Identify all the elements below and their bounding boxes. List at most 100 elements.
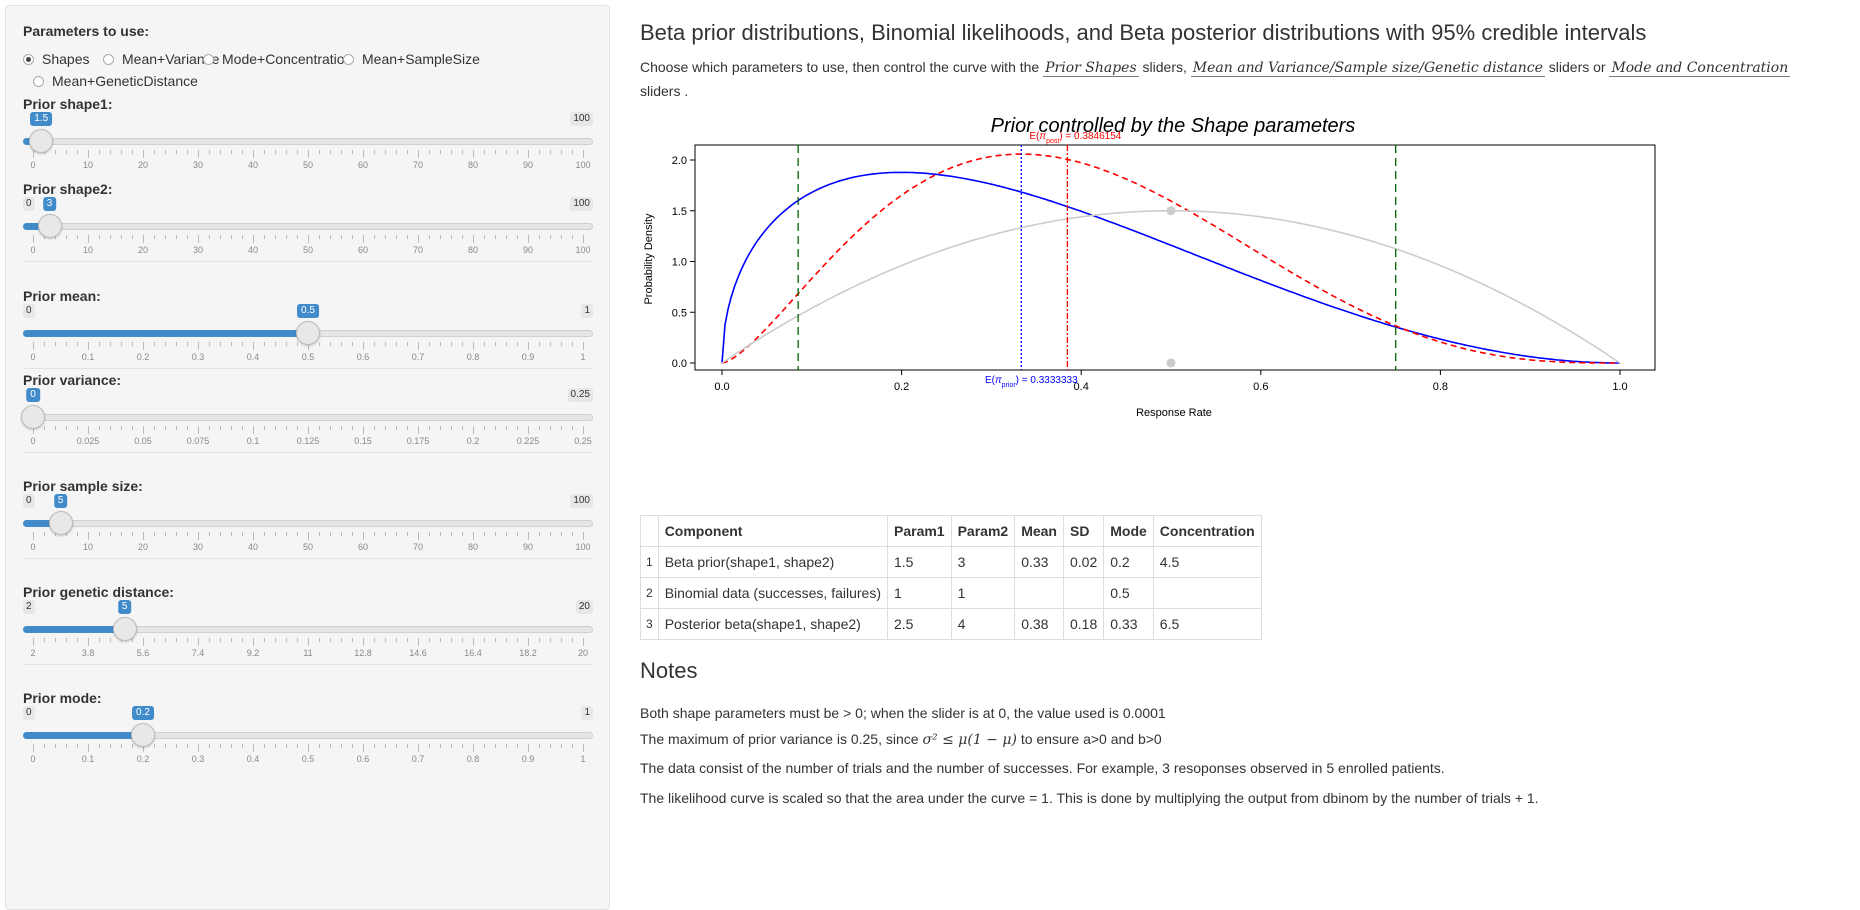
range-slider[interactable]: 0 1 0.5 0 0.1 0.2 0.3 0.4 0.5 0.6 0.7 0.8 0.9 1 [23, 304, 593, 384]
slider-track[interactable] [23, 138, 593, 145]
slider-tick [286, 426, 287, 430]
table-cell: Beta prior(shape1, shape2) [657, 546, 889, 578]
slider-tick [33, 342, 34, 350]
slider-min-label: 0 [23, 494, 35, 508]
range-slider[interactable]: 0 1 0.2 0 0.1 0.2 0.3 0.4 0.5 0.6 0.7 0.8 0.9 1 [23, 706, 593, 786]
slider-tick [572, 638, 573, 642]
table-header-cell: Param1 [887, 515, 952, 547]
radio-button-icon[interactable] [23, 53, 34, 65]
slider-tick-label: 20 [577, 648, 589, 658]
slider-tick [550, 426, 551, 430]
slider-tick [572, 744, 573, 748]
prior-shapes-link[interactable]: Prior Shapes [1043, 60, 1139, 77]
slider-tick [473, 638, 474, 646]
slider-tick [429, 744, 430, 748]
range-slider[interactable]: 100 1.5 0 10 20 30 40 50 60 70 80 90 100 [23, 112, 593, 192]
slider-handle[interactable] [21, 405, 45, 429]
slider-handle[interactable] [112, 617, 137, 641]
slider-tick [110, 150, 111, 154]
slider-tick [176, 426, 177, 430]
table-header-cell: Param2 [950, 515, 1016, 547]
slider-tick [187, 150, 188, 154]
mode-concentration-link[interactable]: Mode and Concentration [1609, 60, 1791, 77]
radio-option[interactable]: Mode+Concentration [203, 51, 352, 67]
slider-tick [495, 150, 496, 154]
slider-tick-label: 60 [357, 160, 369, 170]
table-header-cell: Mean [1014, 515, 1064, 547]
summary-table: Component Param1 Param2 Mean SD Mode Concentra… [640, 515, 1262, 640]
slider-tick [352, 150, 353, 154]
slider-tick [583, 235, 584, 243]
table-header-cell: Component [657, 515, 889, 547]
slider-handle[interactable] [131, 723, 155, 747]
slider-handle[interactable] [48, 511, 73, 535]
slider-tick-label: 16.4 [464, 648, 482, 658]
slider-tick [429, 150, 430, 154]
radio-button-icon[interactable] [33, 75, 44, 87]
likelihood-point [1166, 358, 1176, 368]
radio-button-icon[interactable] [203, 53, 214, 65]
slider-tick-label: 0.9 [521, 754, 535, 764]
radio-button-icon[interactable] [343, 53, 354, 65]
slider-tick [396, 235, 397, 239]
slider-tick [418, 235, 419, 243]
annotation-subscript: post [1046, 138, 1059, 145]
slider-tick [407, 426, 408, 430]
slider-tick [143, 235, 144, 243]
slider-tick [77, 426, 78, 430]
slider-tick [539, 235, 540, 239]
slider-tick-label: 0.3 [191, 352, 205, 362]
slider-tick [319, 342, 320, 346]
slider-tick [363, 235, 364, 243]
slider-ticks [23, 235, 593, 243]
slider-tick [55, 426, 56, 430]
slider-tick-label: 60 [357, 245, 369, 255]
range-slider[interactable]: 2 20 5 2 3.8 5.6 7.4 9.2 11 12.8 14.6 16.4 18.2 20 [23, 600, 593, 680]
slider-label: Prior variance: [23, 372, 122, 388]
slider-ticks [23, 426, 593, 434]
slider-tick [462, 744, 463, 748]
slider-tick [121, 150, 122, 154]
slider-tick [88, 235, 89, 243]
mean-variance-link[interactable]: Mean and Variance/Sample size/Genetic di… [1190, 60, 1545, 77]
radio-option[interactable]: Shapes [23, 51, 89, 67]
slider-tick [176, 744, 177, 748]
slider-handle[interactable] [29, 129, 54, 153]
slider-handle[interactable] [296, 321, 320, 345]
slider-tick [110, 532, 111, 536]
slider-tick [187, 532, 188, 536]
slider-tick-label: 30 [192, 245, 204, 255]
slider-track[interactable] [23, 520, 593, 527]
slider-tick-label: 70 [412, 160, 424, 170]
range-slider[interactable]: 0 100 3 0 10 20 30 40 50 60 70 80 90 100 [23, 197, 593, 277]
radio-option[interactable]: Mean+SampleSize [343, 51, 480, 67]
slider-tick [209, 532, 210, 536]
range-slider[interactable]: 0 100 5 0 10 20 30 40 50 60 70 80 90 100 [23, 494, 593, 574]
slider-min-label: 0 [23, 706, 35, 720]
slider-tick [275, 744, 276, 748]
radio-button-icon[interactable] [103, 53, 114, 65]
slider-tick [44, 342, 45, 346]
slider-tick-label: 0.25 [574, 436, 592, 446]
slider-tick [110, 744, 111, 748]
table-cell [1152, 577, 1262, 609]
table-row: 1 Beta prior(shape1, shape2) 1.5 3 0.33 0.02 0… [640, 546, 1262, 578]
slider-tick [330, 150, 331, 154]
slider-tick [363, 342, 364, 350]
slider-tick [253, 744, 254, 752]
slider-track[interactable] [23, 223, 593, 230]
table-row: 3 Posterior beta(shape1, shape2) 2.5 4 0.38 0… [640, 608, 1262, 640]
slider-tick [341, 532, 342, 536]
slider-tick-label: 50 [302, 245, 314, 255]
slider-track[interactable] [23, 414, 593, 421]
range-slider[interactable]: 0.25 0 0 0.025 0.05 0.075 0.1 0.125 0.15 0.175 0.2… [21, 388, 593, 468]
slider-max-label: 100 [570, 197, 593, 211]
radio-option[interactable]: Mean+GeneticDistance [33, 73, 198, 89]
radio-option[interactable]: Mean+Variance [103, 51, 219, 67]
slider-handle[interactable] [37, 214, 62, 238]
slider-tick [506, 426, 507, 430]
slider-tick-label: 0.1 [81, 754, 95, 764]
slider-tick [462, 638, 463, 642]
slider-tick [341, 235, 342, 239]
slider-tick [440, 150, 441, 154]
